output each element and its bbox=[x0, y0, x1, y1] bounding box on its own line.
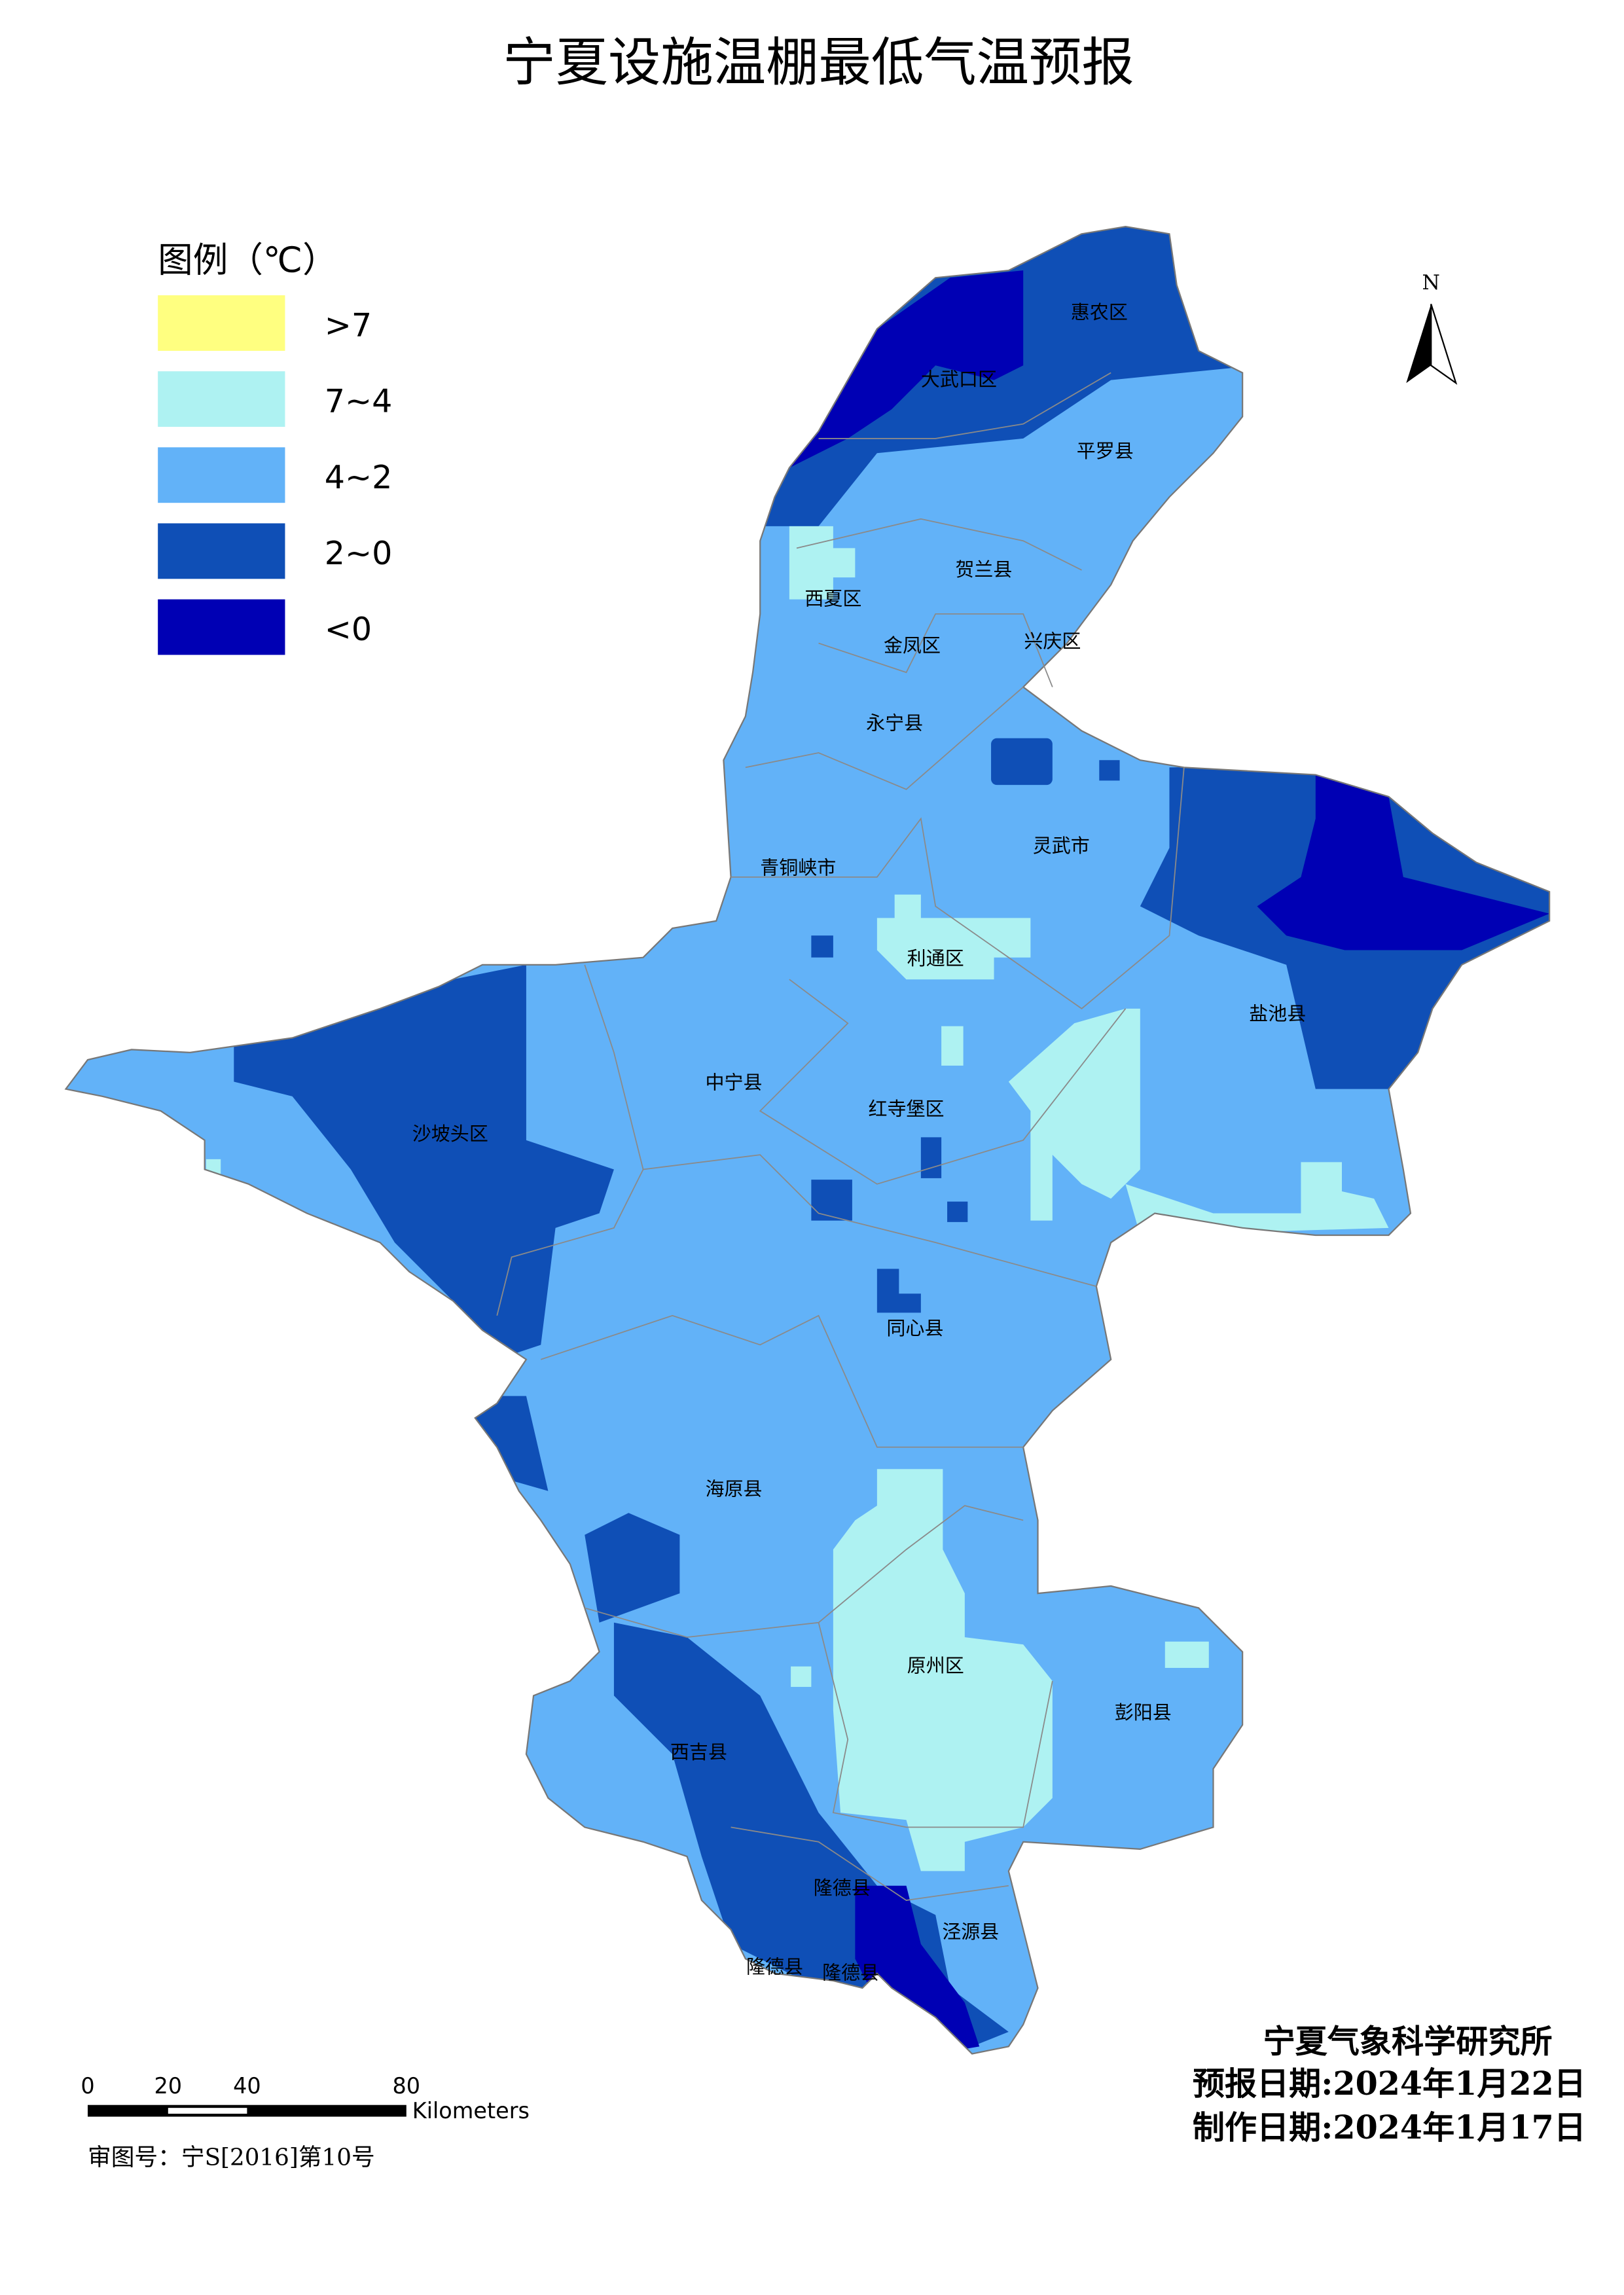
scale-bar-segment bbox=[168, 2108, 247, 2114]
border bbox=[818, 1622, 1053, 1828]
district-label: 金凤区 bbox=[884, 634, 941, 657]
border bbox=[818, 613, 1053, 687]
district-labels: 惠农区 大武口区 平罗县 贺兰县 西夏区 金凤区 兴庆区 永宁县 灵武市 青铜峡… bbox=[412, 301, 1307, 1984]
district-label: 惠农区 bbox=[1071, 301, 1128, 323]
approval-number: 审图号：宁S[2016]第10号 bbox=[88, 2144, 375, 2171]
border bbox=[731, 767, 1185, 1009]
district-label: 彭阳县 bbox=[1115, 1701, 1172, 1724]
north-label: N bbox=[1422, 271, 1440, 295]
legend-title: 图例（℃） bbox=[158, 239, 337, 280]
legend-label: 2~0 bbox=[325, 534, 393, 572]
legend-swatch bbox=[158, 447, 285, 503]
district-label: 灵武市 bbox=[1033, 835, 1090, 857]
scale-bar: 0 20 40 80 Kilometers bbox=[81, 2073, 530, 2123]
border bbox=[643, 1154, 1097, 1288]
production-date: 制作日期:2024年1月17日 bbox=[1193, 2108, 1586, 2146]
region bbox=[876, 894, 1031, 980]
scale-label: 0 bbox=[81, 2073, 94, 2099]
scale-label: 40 bbox=[233, 2073, 261, 2099]
region bbox=[791, 1666, 812, 1688]
arrow-left bbox=[1406, 304, 1432, 384]
region bbox=[585, 1513, 680, 1623]
scale-label: 80 bbox=[393, 2073, 421, 2099]
district-label: 红寺堡区 bbox=[869, 1098, 945, 1120]
legend-label: 4~2 bbox=[325, 458, 393, 496]
border bbox=[818, 372, 1111, 439]
arrow-right bbox=[1430, 304, 1458, 385]
district-label: 兴庆区 bbox=[1024, 630, 1081, 652]
region bbox=[234, 964, 614, 1360]
region bbox=[1257, 767, 1550, 950]
legend-label: >7 bbox=[325, 306, 372, 344]
region bbox=[941, 1026, 964, 1066]
district-label: 泾源县 bbox=[942, 1921, 999, 1943]
border bbox=[745, 686, 1024, 790]
legend-swatch bbox=[158, 371, 285, 427]
legend-swatch bbox=[158, 523, 285, 579]
scale-label: 20 bbox=[154, 2073, 183, 2099]
border bbox=[540, 1314, 1024, 1448]
district-label: 西夏区 bbox=[804, 588, 861, 610]
region bbox=[811, 935, 833, 958]
district-label: 平罗县 bbox=[1077, 440, 1134, 462]
region bbox=[1008, 1008, 1140, 1221]
institute: 宁夏气象科学研究所 bbox=[1263, 2022, 1553, 2060]
region bbox=[876, 1269, 921, 1313]
region bbox=[833, 1469, 1053, 1871]
district-label: 西吉县 bbox=[670, 1741, 727, 1763]
region-7-4 bbox=[206, 526, 1389, 1871]
district-label: 盐池县 bbox=[1249, 1003, 1306, 1025]
district-label: 青铜峡市 bbox=[760, 856, 836, 878]
region bbox=[206, 1159, 221, 1180]
region bbox=[947, 1201, 968, 1222]
legend-swatch bbox=[158, 599, 285, 655]
scale-unit: Kilometers bbox=[412, 2098, 530, 2123]
district-label: 同心县 bbox=[886, 1317, 943, 1339]
district-label: 隆德县 bbox=[746, 1956, 803, 1978]
legend-label: 7~4 bbox=[325, 382, 393, 420]
district-label: 大武口区 bbox=[921, 369, 997, 391]
district-label: 沙坡头区 bbox=[412, 1123, 488, 1145]
district-label: 隆德县 bbox=[822, 1962, 879, 1984]
legend-label: <0 bbox=[325, 610, 372, 648]
legend-swatch bbox=[158, 295, 285, 351]
district-label: 海原县 bbox=[706, 1477, 763, 1500]
border bbox=[496, 964, 644, 1316]
region bbox=[1099, 760, 1120, 781]
region bbox=[991, 738, 1053, 786]
border bbox=[731, 1826, 1009, 1901]
region bbox=[467, 1396, 549, 1491]
border bbox=[796, 518, 1082, 571]
district-label: 贺兰县 bbox=[955, 558, 1012, 581]
region bbox=[1125, 1162, 1389, 1235]
county-borders bbox=[496, 372, 1185, 1901]
border bbox=[759, 979, 1127, 1185]
region bbox=[855, 1885, 980, 2054]
forecast-date: 预报日期:2024年1月22日 bbox=[1193, 2065, 1586, 2103]
region bbox=[1164, 1641, 1209, 1668]
region bbox=[789, 526, 856, 600]
district-label: 利通区 bbox=[907, 947, 964, 969]
region bbox=[920, 1137, 942, 1178]
district-label: 隆德县 bbox=[814, 1877, 871, 1899]
border bbox=[585, 1505, 1024, 1638]
district-label: 原州区 bbox=[907, 1655, 964, 1677]
legend: 图例（℃） >7 7~4 4~2 2~0 <0 bbox=[158, 239, 392, 655]
district-label: 永宁县 bbox=[866, 712, 923, 734]
region bbox=[811, 1180, 852, 1221]
district-label: 中宁县 bbox=[706, 1072, 763, 1094]
map-title: 宁夏设施温棚最低气温预报 bbox=[503, 31, 1134, 93]
north-arrow: N bbox=[1406, 271, 1458, 385]
